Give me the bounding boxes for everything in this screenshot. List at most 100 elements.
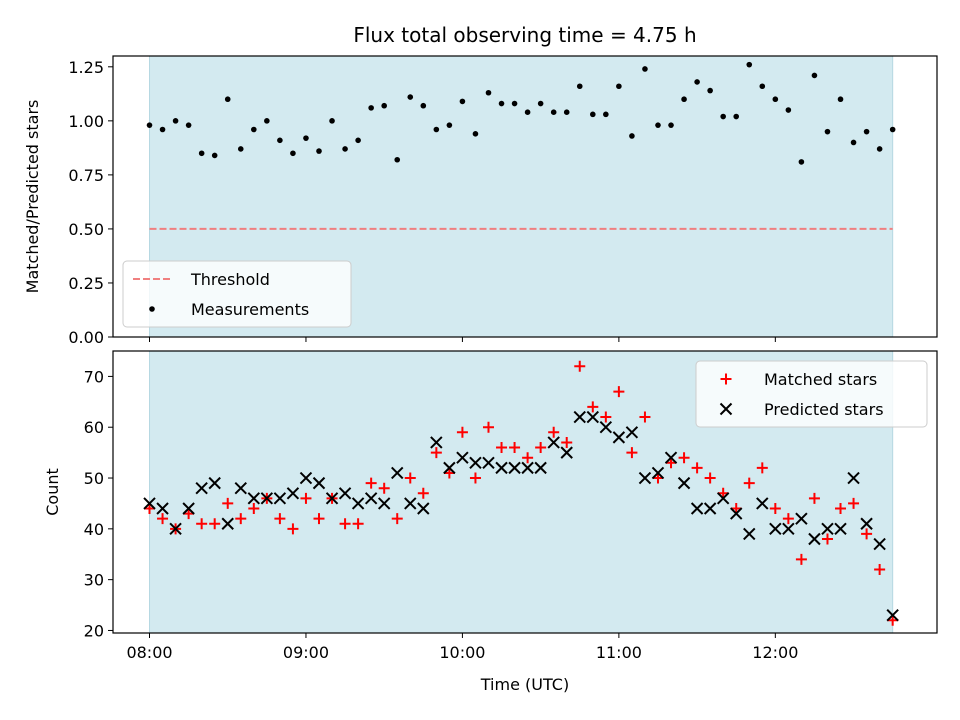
measurement-point [511,100,518,107]
measurement-point [485,89,492,96]
measurement-point [237,146,244,152]
matched-stars-marker [717,487,729,499]
predicted-stars-marker [599,421,613,434]
matched-stars-marker [157,513,169,525]
predicted-stars-marker [625,426,639,439]
measurement-point [576,83,583,90]
predicted-stars-marker [456,451,469,464]
predicted-stars-marker [338,487,352,500]
measurement-point [433,126,440,133]
measurement-point [603,111,609,118]
x-tick-label: 08:00 [126,643,172,662]
predicted-stars-marker [690,502,704,515]
matched-stars-marker [222,497,234,509]
y-tick-label: 30 [84,571,104,590]
predicted-stars-marker [534,461,547,475]
measurement-point [368,105,374,111]
y-tick-label: 0.75 [68,166,104,185]
legend-label: Matched stars [764,370,877,389]
measurement-point [524,109,531,115]
y-tick-label: 1.00 [68,112,104,131]
x-tick-label: 10:00 [439,643,485,662]
measurement-point [746,61,753,68]
legend-label: Threshold [190,270,270,289]
predicted-stars-marker [364,492,378,505]
measurement-point [642,66,648,72]
measurement-point [850,139,857,146]
predicted-stars-marker [404,497,417,510]
measurement-point [655,122,661,128]
matched-stars-marker [600,411,612,423]
legend-key-predicted [719,402,733,416]
matched-stars-marker [548,426,560,438]
matched-stars-marker [665,457,677,469]
matched-stars-marker [209,518,221,530]
matched-stars-marker [404,472,416,484]
predicted-stars-marker [586,410,600,424]
legend-box [695,360,928,428]
predicted-stars-marker [377,497,391,510]
measurement-point [290,150,296,157]
y-tick-label: 50 [84,469,104,488]
predicted-stars-marker [743,527,756,541]
bottom-panel-counts: 20 30 40 50 60 70 08:00 09:00 10:00 11:00 12:00 Cou… [43,350,938,694]
measurement-point [251,126,257,133]
measurement-point [772,96,779,103]
y-tick-label: 70 [84,367,104,386]
matched-stars-marker [704,472,716,484]
predicted-stars-marker [221,517,234,530]
matched-stars-marker [848,497,860,509]
measurement-point [824,128,831,135]
measurement-point [537,100,544,107]
matched-stars-marker [496,442,508,454]
predicted-stars-marker [560,446,573,459]
predicted-stars-marker [716,492,730,505]
predicted-stars-marker [430,436,443,449]
predicted-stars-marker [782,522,795,536]
matched-stars-marker [509,442,521,454]
predicted-stars-marker [886,609,899,622]
predicted-stars-marker [795,512,808,525]
matched-stars-marker [808,492,820,504]
predicted-stars-marker [860,517,873,530]
predicted-stars-marker [847,471,860,485]
measurement-point [420,102,427,109]
measurement-point [720,113,726,120]
predicted-stars-marker [769,522,782,536]
predicted-stars-marker [325,492,339,505]
predicted-stars-marker [143,497,156,510]
matched-stars-marker [861,528,873,540]
predicted-stars-marker [703,502,717,515]
predicted-stars-marker [521,461,534,475]
x-tick-label: 11:00 [596,643,642,662]
matched-stars-marker [430,447,442,459]
predicted-stars-marker [417,502,430,515]
measurement-point [681,96,687,103]
matched-stars-marker [339,518,351,530]
measurement-point [459,98,466,105]
predicted-stars-marker [638,471,652,485]
matched-stars-marker [639,411,651,423]
matched-stars-marker [248,503,260,515]
matched-stars-marker [196,518,208,530]
y-tick-label: 40 [84,520,104,539]
measurement-point [785,107,792,113]
predicted-stars-marker [234,481,247,495]
predicted-stars-marker [834,522,847,536]
predicted-stars-marker [730,507,743,520]
predicted-stars-marker [299,471,313,485]
chart-title: Flux total observing time = 4.75 h [353,23,696,47]
predicted-stars-marker [260,492,274,505]
matched-stars-marker [821,533,833,545]
matched-stars-marker [183,508,195,520]
y-tick-label: 20 [84,621,104,640]
measurement-point [303,135,309,141]
matched-stars-marker [352,518,364,530]
matched-stars-marker [313,513,325,525]
matched-stars-marker [782,513,794,525]
y-tick-label: 1.25 [68,58,104,77]
predicted-stars-marker [169,522,182,536]
legend-box [122,260,352,328]
matched-stars-marker [691,462,703,474]
